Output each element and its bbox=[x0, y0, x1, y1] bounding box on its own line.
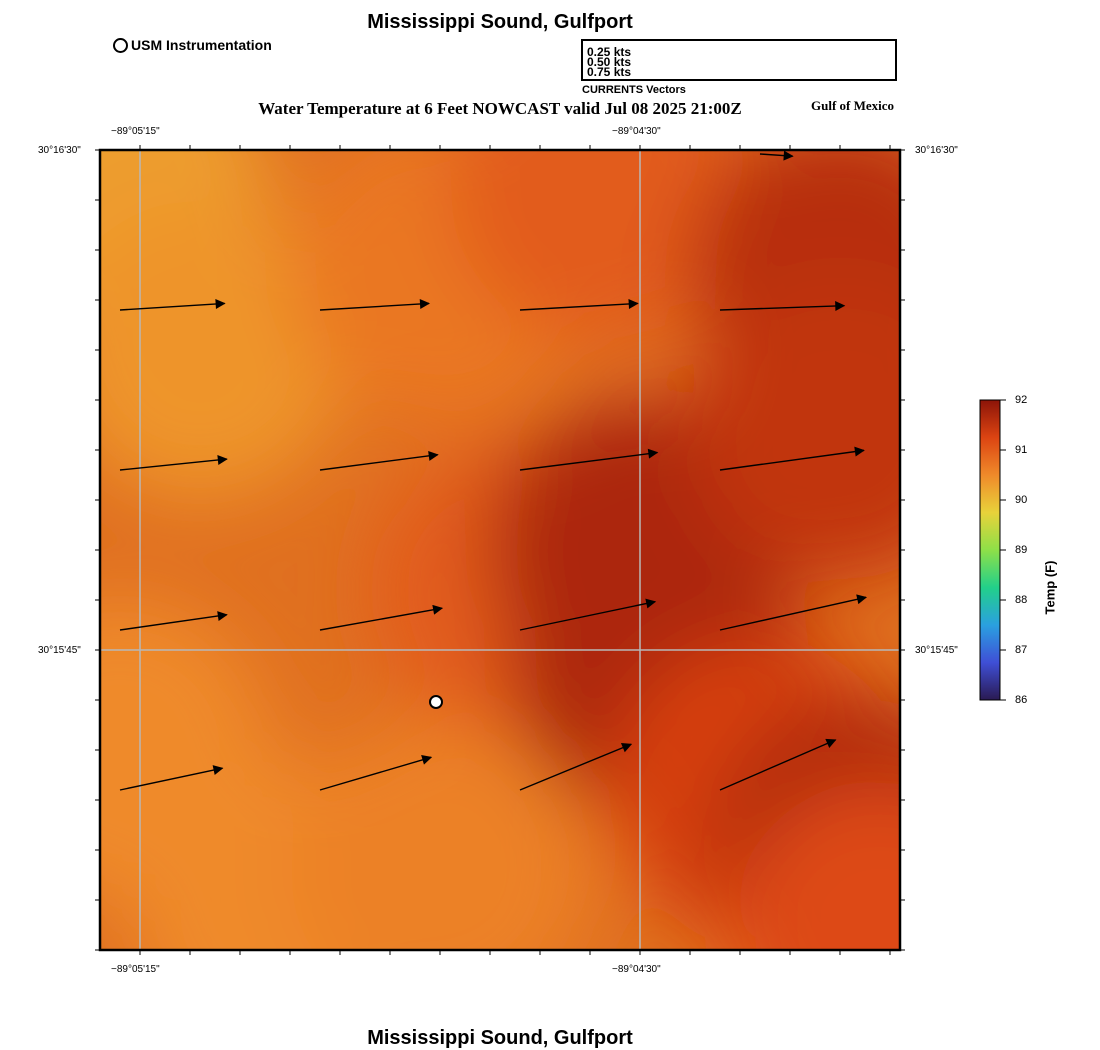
current-vector-arrow bbox=[119, 455, 228, 471]
current-vector-arrow bbox=[119, 611, 228, 631]
current-vector-arrow bbox=[719, 446, 865, 471]
temperature-field bbox=[100, 150, 900, 950]
temperature-sample bbox=[290, 720, 590, 950]
current-vector-arrow bbox=[519, 448, 659, 471]
map-subtitle: Water Temperature at 6 Feet NOWCAST vali… bbox=[258, 99, 742, 118]
colorbar-tick-label: 89 bbox=[1015, 544, 1028, 556]
colorbar-tick-label: 90 bbox=[1015, 494, 1028, 506]
frame-ticks bbox=[95, 145, 905, 955]
map-title: Mississippi Sound, Gulfport bbox=[367, 11, 633, 33]
colorbar-tick-label: 92 bbox=[1015, 394, 1028, 406]
current-vector-arrow bbox=[519, 598, 657, 631]
region-label: Gulf of Mexico bbox=[811, 98, 895, 113]
station-legend: USM Instrumentation bbox=[113, 37, 272, 53]
vector-legend-label-1: 0.25 kts bbox=[587, 45, 632, 59]
current-vector-arrow bbox=[319, 299, 430, 311]
vector-legend: 0.25 kts 0.50 kts 0.75 kts bbox=[581, 39, 897, 81]
lon-tick-label-top-1: −89°05'15" bbox=[111, 126, 160, 137]
current-vector-arrow bbox=[719, 300, 846, 311]
temperature-sample bbox=[100, 200, 350, 500]
current-vector-arrow bbox=[519, 298, 639, 311]
current-vectors bbox=[119, 150, 868, 791]
colorbar-tick-label: 88 bbox=[1015, 594, 1028, 606]
station-marker[interactable] bbox=[429, 695, 443, 709]
map-footer-title: Mississippi Sound, Gulfport bbox=[367, 1027, 633, 1049]
colorbar-tick-label: 86 bbox=[1015, 694, 1028, 706]
current-vector-arrow bbox=[319, 604, 444, 631]
current-vector-arrow bbox=[119, 765, 224, 791]
current-vector-arrow bbox=[519, 743, 633, 791]
lat-tick-label-left-2: 30°15'45" bbox=[38, 645, 81, 656]
station-legend-icon bbox=[113, 37, 128, 53]
lat-tick-label-right-2: 30°15'45" bbox=[915, 645, 958, 656]
vector-legend-label-3: 0.75 kts bbox=[587, 65, 632, 79]
colorbar-title: Temp (F) bbox=[1042, 560, 1058, 615]
current-vector-arrow bbox=[119, 299, 226, 311]
vector-legend-caption: CURRENTS Vectors bbox=[582, 84, 686, 96]
current-vector-arrow bbox=[719, 738, 837, 791]
lon-tick-label-bottom-2: −89°04'30" bbox=[612, 964, 661, 975]
colorbar-ticks bbox=[1000, 399, 1006, 701]
colorbar bbox=[979, 399, 1006, 701]
lat-tick-label-right-1: 30°16'30" bbox=[915, 145, 958, 156]
current-vector-arrow bbox=[319, 450, 439, 471]
station-legend-label: USM Instrumentation bbox=[131, 37, 272, 53]
current-vector-arrow bbox=[719, 594, 868, 631]
lat-tick-label-left-1: 30°16'30" bbox=[38, 145, 81, 156]
temperature-sample bbox=[450, 150, 750, 340]
colorbar-ramp bbox=[979, 399, 1001, 701]
colorbar-tick-label: 91 bbox=[1015, 444, 1028, 456]
temperature-sample bbox=[730, 780, 900, 950]
lon-tick-label-top-2: −89°04'30" bbox=[612, 126, 661, 137]
temperature-sample bbox=[690, 280, 900, 580]
colorbar-tick-label: 87 bbox=[1015, 644, 1028, 656]
station-markers[interactable] bbox=[429, 695, 443, 709]
vector-legend-label-2: 0.50 kts bbox=[587, 55, 632, 69]
current-vector-arrow bbox=[759, 150, 794, 161]
lon-tick-label-bottom-1: −89°05'15" bbox=[111, 964, 160, 975]
current-vector-arrow bbox=[319, 755, 433, 791]
